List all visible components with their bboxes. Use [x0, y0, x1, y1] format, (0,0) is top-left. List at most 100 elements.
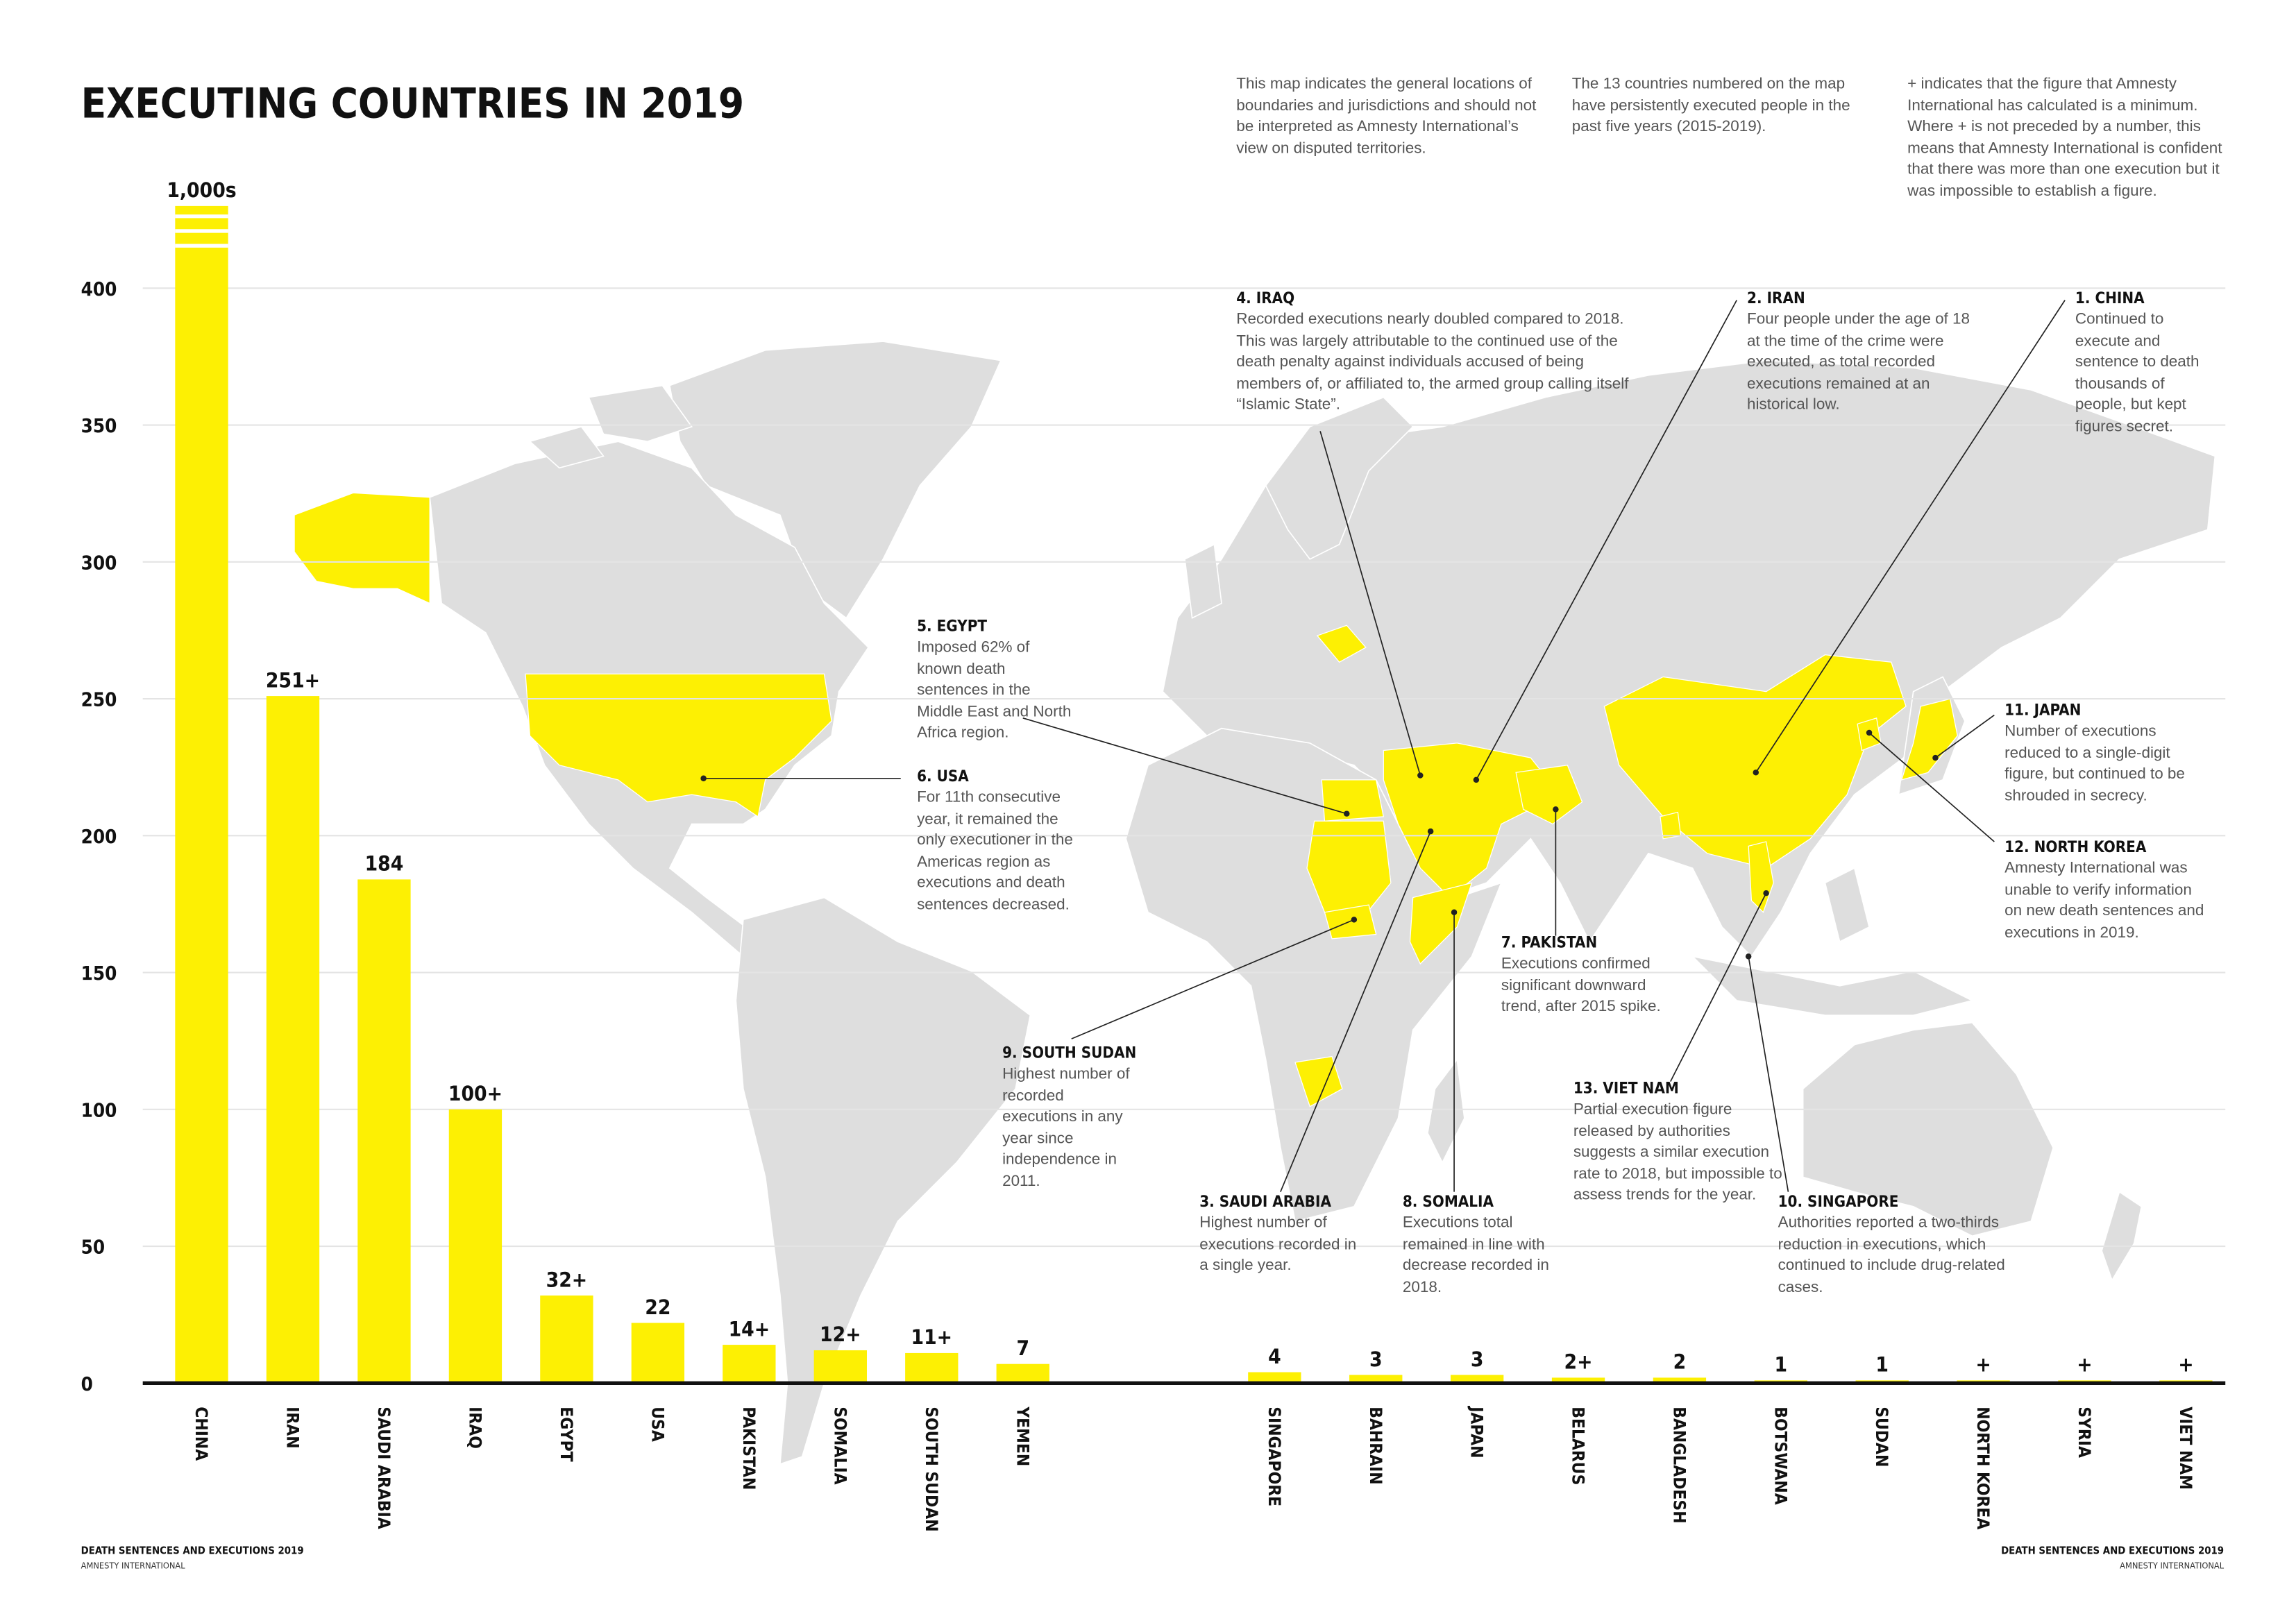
note-body: This map indicates the general locations… — [1236, 74, 1553, 159]
value-label: + — [2178, 1352, 2193, 1377]
note-body: + indicates that the figure that Amnesty… — [1907, 74, 2231, 201]
y-tick-label: 100 — [81, 1099, 117, 1121]
value-label: 2 — [1673, 1350, 1687, 1374]
value-label: + — [1975, 1352, 1991, 1377]
madagascar — [1427, 1057, 1465, 1164]
value-label: 3 — [1471, 1347, 1484, 1371]
x-tick-label: IRAQ — [465, 1407, 485, 1449]
annotation-body: 7. PAKISTAN Executions confirmed signific… — [1501, 933, 1685, 1017]
leader-line — [1868, 732, 1995, 842]
y-tick-label: 200 — [81, 826, 117, 848]
bar — [905, 1352, 959, 1384]
value-label: 7 — [1016, 1336, 1029, 1360]
annotation-text: Imposed 62% of known death sentences in … — [917, 638, 1072, 742]
bar — [175, 205, 228, 1384]
bar — [357, 879, 411, 1384]
x-tick-label: SYRIA — [2075, 1407, 2095, 1458]
leader-line — [1755, 300, 2066, 773]
leader-dot — [1866, 729, 1873, 736]
annotation: 9. SOUTH SUDAN Highest number of recorded… — [1002, 1044, 1137, 1190]
x-tick-label: PAKISTAN — [739, 1407, 759, 1490]
annotation-title: 7. PAKISTAN — [1501, 934, 1598, 953]
annotation-title: 1. CHINA — [2075, 289, 2145, 308]
bars — [175, 205, 2213, 1384]
alaska — [294, 492, 430, 604]
usa — [525, 673, 832, 817]
x-tick-label: BOTSWANA — [1771, 1407, 1791, 1505]
leader-dot — [1473, 776, 1480, 783]
y-tick-label: 300 — [81, 552, 117, 574]
annotation-text: For 11th consecutive year, it remained t… — [917, 788, 1073, 913]
bar — [266, 696, 320, 1384]
leader-line — [1748, 956, 1789, 1192]
leader-dot — [1753, 770, 1759, 776]
y-tick-label: 350 — [81, 415, 117, 437]
x-tick-label: USA — [648, 1407, 668, 1442]
bar — [1248, 1372, 1301, 1384]
value-label: 100+ — [448, 1081, 503, 1105]
note: The 13 countries numbered on the map hav… — [1572, 74, 1874, 137]
annotation-title: 10. SINGAPORE — [1778, 1193, 1899, 1212]
x-tick-label: SOMALIA — [830, 1407, 850, 1484]
egypt — [1321, 779, 1385, 822]
bar — [631, 1323, 685, 1384]
annotation-title: 4. IRAQ — [1236, 289, 1295, 308]
annotation: 10. SINGAPORE Authorities reported a two-… — [1778, 1193, 2005, 1295]
annotation: 2. IRAN Four people under the age of 18 a… — [1747, 289, 1970, 414]
annotation-text: Amnesty International was unable to veri… — [2004, 859, 2204, 942]
annotation: 3. SAUDI ARABIA Highest number of executi… — [1199, 1193, 1356, 1275]
bangladesh — [1660, 811, 1682, 840]
value-label: 251+ — [266, 668, 320, 692]
note: + indicates that the figure that Amnesty… — [1907, 74, 2231, 201]
x-tick-label: BELARUS — [1569, 1407, 1589, 1485]
y-tick-label: 0 — [81, 1373, 93, 1395]
annotation-title: 6. USA — [917, 767, 969, 786]
annotation-title: 8. SOMALIA — [1402, 1193, 1494, 1212]
annotation-title: 11. JAPAN — [2004, 702, 2082, 720]
note-body: The 13 countries numbered on the map hav… — [1572, 74, 1874, 137]
annotation-title: 5. EGYPT — [917, 618, 988, 636]
annotation-title: 12. NORTH KOREA — [2004, 838, 2147, 857]
value-label: 184 — [365, 851, 404, 876]
x-tick-label: YEMEN — [1013, 1406, 1033, 1466]
new-zealand — [2101, 1191, 2143, 1282]
annotation-title: 2. IRAN — [1747, 289, 1805, 308]
annotation: 6. USA For 11th consecutive year, it rema… — [917, 767, 1073, 913]
annotation-body: 8. SOMALIA Executions total remained in l… — [1403, 1192, 1550, 1298]
leader-dot — [1745, 953, 1752, 960]
bar — [448, 1109, 503, 1384]
annotation-text: Continued to execute and sentence to dea… — [2075, 310, 2200, 435]
value-label: 4 — [1268, 1344, 1281, 1368]
leader-dot — [1344, 810, 1350, 817]
leader-dot — [1427, 828, 1434, 835]
x-tick-label: JAPAN — [1467, 1405, 1487, 1458]
footer-title: DEATH SENTENCES AND EXECUTIONS 2019 — [81, 1545, 304, 1556]
note: This map indicates the general locations… — [1236, 74, 1553, 159]
x-tick-label: VIET NAM — [2176, 1407, 2196, 1490]
annotation: 4. IRAQ Recorded executions nearly double… — [1236, 289, 1634, 416]
x-tick-label: BAHRAIN — [1366, 1407, 1386, 1484]
leader-dot — [1451, 909, 1458, 915]
annotation: 12. NORTH KOREA Amnesty International was… — [2004, 838, 2204, 942]
annotation-text: Executions confirmed significant downwar… — [1501, 955, 1661, 1016]
y-tick-label: 400 — [81, 278, 117, 300]
leader-line — [1022, 717, 1347, 815]
belarus — [1316, 624, 1367, 663]
x-tick-label: BANGLADESH — [1669, 1407, 1689, 1523]
middle-east — [1383, 742, 1561, 899]
leader-line — [1934, 714, 1995, 758]
bar — [813, 1350, 867, 1384]
annotation-text: Partial execution figure released by aut… — [1573, 1101, 1782, 1204]
leader-line — [1071, 919, 1355, 1039]
value-label: 1 — [1775, 1352, 1788, 1377]
uk — [1184, 543, 1222, 619]
x-tick-label: SAUDI ARABIA — [374, 1407, 394, 1529]
bar — [1653, 1377, 1707, 1384]
annotation-body: 4. IRAQ Recorded executions nearly double… — [1236, 289, 1634, 416]
somalia — [1409, 882, 1473, 965]
scandinavia — [1265, 396, 1414, 560]
leader-dot — [1351, 917, 1358, 923]
footer-org: AMNESTY INTERNATIONAL — [2120, 1561, 2225, 1571]
annotation-title: 9. SOUTH SUDAN — [1002, 1044, 1137, 1063]
